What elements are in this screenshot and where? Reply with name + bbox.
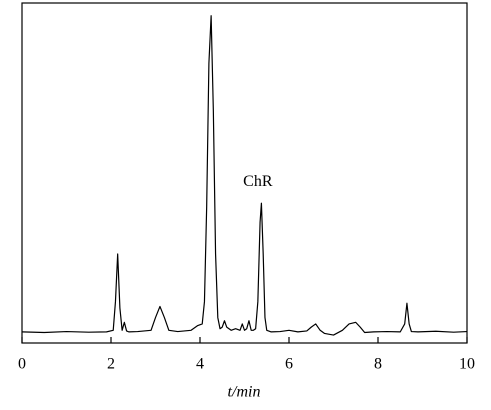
x-tick-label: 4 <box>196 356 204 373</box>
x-tick-label: 6 <box>285 356 293 373</box>
x-axis-label: t/min <box>228 384 261 401</box>
chromatogram-line <box>21 15 468 336</box>
x-tick-label: 2 <box>107 356 115 373</box>
x-tick-label: 0 <box>18 356 26 373</box>
x-tick-label: 10 <box>459 356 475 373</box>
annotation: ChR <box>243 173 273 190</box>
plot-frame <box>21 2 468 344</box>
x-tick-label: 8 <box>374 356 382 373</box>
